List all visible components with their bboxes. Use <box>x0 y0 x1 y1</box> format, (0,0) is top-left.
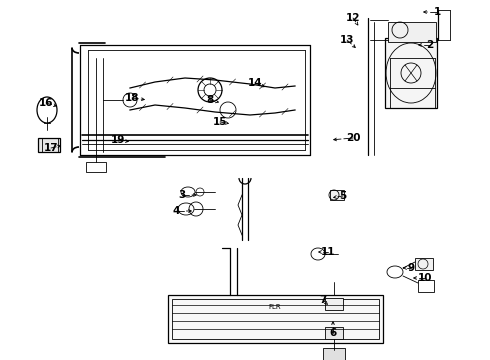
Bar <box>385 38 437 108</box>
Text: 12: 12 <box>346 13 360 23</box>
Bar <box>388 22 436 42</box>
Text: 11: 11 <box>321 247 335 257</box>
Bar <box>418 280 434 292</box>
Bar <box>325 298 343 310</box>
Text: 1: 1 <box>433 7 441 17</box>
Text: 16: 16 <box>39 98 53 108</box>
Text: 5: 5 <box>340 191 346 201</box>
Text: 9: 9 <box>408 263 415 273</box>
Bar <box>168 295 383 343</box>
Bar <box>330 190 344 200</box>
Text: 10: 10 <box>418 273 432 283</box>
Text: 8: 8 <box>206 95 214 105</box>
Text: 2: 2 <box>426 40 434 50</box>
Text: 17: 17 <box>44 143 58 153</box>
Bar <box>323 348 345 360</box>
Text: 3: 3 <box>178 190 186 200</box>
Text: FLR: FLR <box>269 304 281 310</box>
Text: 4: 4 <box>172 206 180 216</box>
Text: 13: 13 <box>340 35 354 45</box>
Bar <box>38 138 60 152</box>
Bar <box>415 258 433 270</box>
Text: 15: 15 <box>213 117 227 127</box>
Bar <box>172 299 379 339</box>
Text: 18: 18 <box>125 93 139 103</box>
Text: 19: 19 <box>111 135 125 145</box>
Bar <box>325 327 343 339</box>
Text: 20: 20 <box>346 133 360 143</box>
Bar <box>86 162 106 172</box>
Text: 14: 14 <box>247 78 262 88</box>
Text: 6: 6 <box>329 328 337 338</box>
Text: 7: 7 <box>319 295 327 305</box>
